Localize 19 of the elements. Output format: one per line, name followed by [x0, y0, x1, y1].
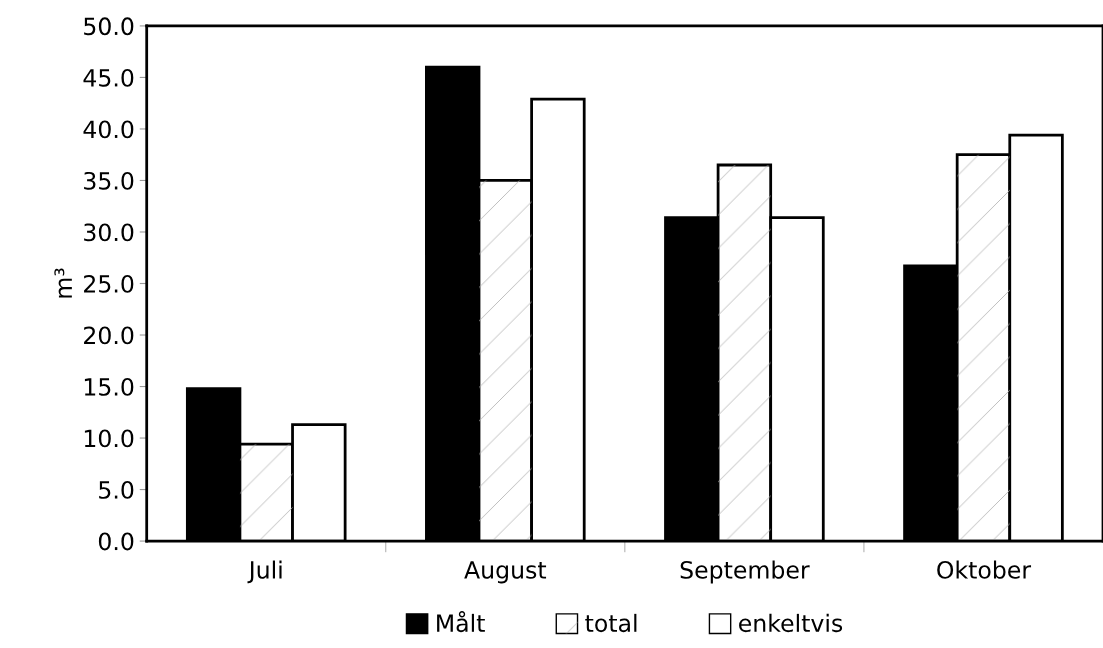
- legend-label: enkeltvis: [739, 613, 843, 633]
- y-tick-label: 20.0: [84, 326, 134, 345]
- x-tick-label: August: [464, 561, 547, 584]
- y-tick-label: 25.0: [84, 274, 134, 293]
- y-tick-label: 40.0: [83, 120, 134, 139]
- y-tick-label: 35.0: [84, 171, 134, 190]
- legend-label: total: [585, 613, 637, 633]
- x-tick-label: Oktober: [937, 560, 1032, 579]
- y-tick-label: 10.0: [84, 429, 134, 448]
- legend-label: Målt: [437, 611, 485, 633]
- y-tick-label: 0.0: [98, 532, 134, 551]
- y-tick-label: 30.0: [84, 223, 134, 242]
- x-tick-label: September: [680, 560, 810, 584]
- y-tick-label: 15.0: [84, 377, 134, 396]
- y-tick-label: 5.0: [99, 481, 134, 499]
- y-tick-label: 50.0: [84, 17, 134, 36]
- y-axis-title: m³: [54, 268, 72, 298]
- y-tick-label: 45.0: [83, 68, 134, 87]
- x-tick-label: Juli: [247, 560, 282, 584]
